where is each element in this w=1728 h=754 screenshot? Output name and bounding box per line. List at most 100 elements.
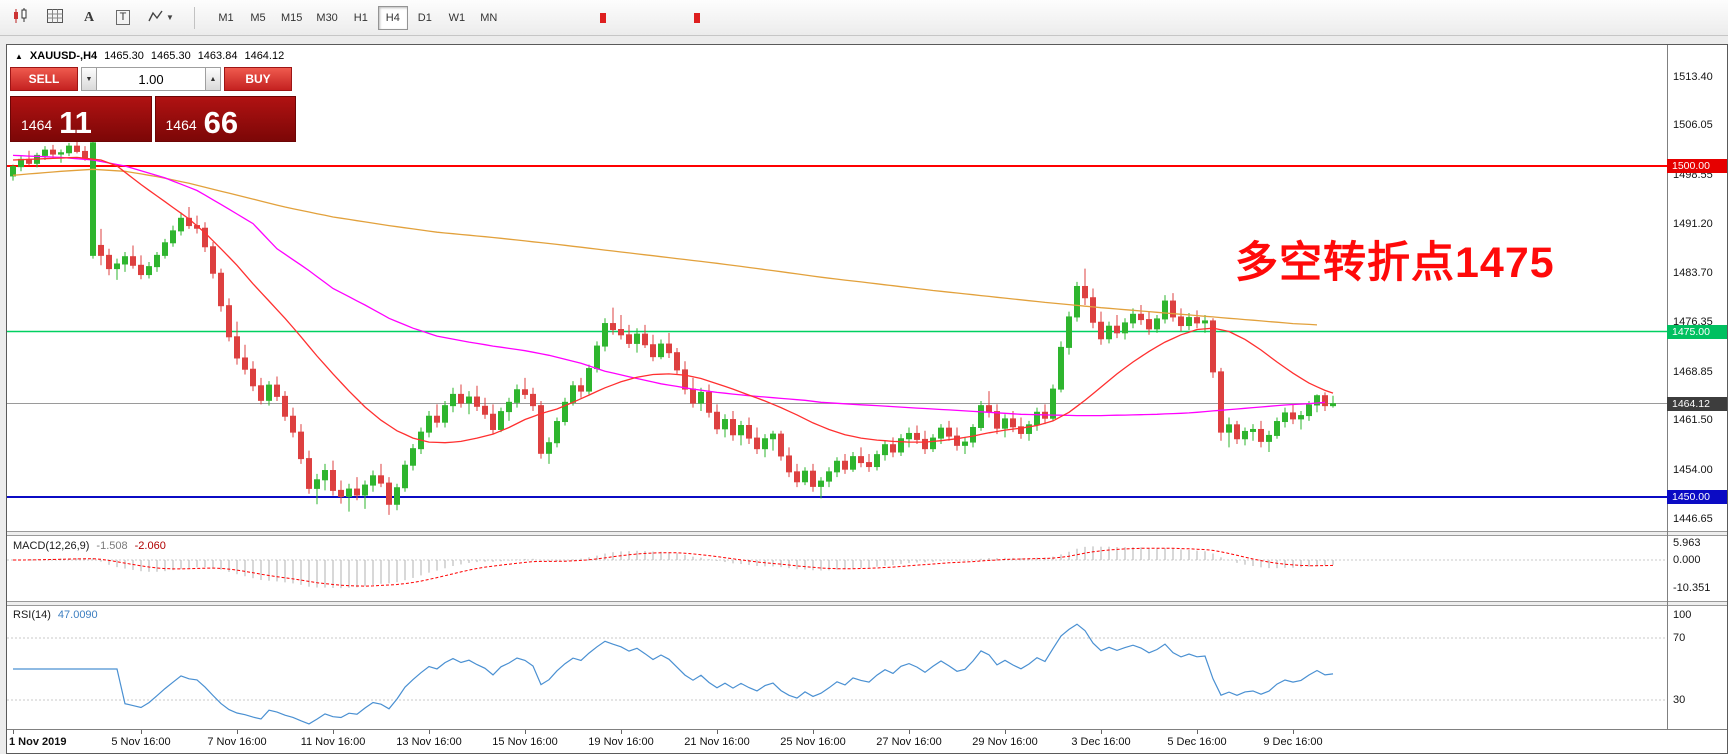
price-badge-1450.00: 1450.00 [1667,490,1727,504]
sell-price-prefix: 1464 [21,116,53,133]
toolbar-separator [194,6,195,29]
time-axis-label: 13 Nov 16:00 [396,736,462,748]
buy-button[interactable]: BUY [224,67,292,91]
chevron-down-icon: ▼ [166,13,174,22]
time-axis-label: 27 Nov 16:00 [876,736,942,748]
tf-button-m30[interactable]: M30 [310,6,343,30]
ohlc-low: 1463.84 [197,50,238,62]
symbol-header: ▲ XAUUSD-,H4 1465.30 1465.30 1463.84 146… [15,50,284,62]
tf-button-mn[interactable]: MN [474,6,504,30]
chevron-up-icon: ▲ [209,75,217,83]
time-axis-label: 3 Dec 16:00 [1071,736,1131,748]
rsi-axis-tick: 30 [1673,693,1686,706]
macd-label: MACD(12,26,9) -1.508 -2.060 [13,540,166,552]
tf-button-m5[interactable]: M5 [243,6,273,30]
rsi-title: RSI(14) [13,609,51,621]
pane-separator[interactable] [7,601,1727,606]
buy-price-prefix: 1464 [165,116,197,133]
ohlc-close: 1464.12 [244,50,285,62]
tf-button-w1[interactable]: W1 [442,6,472,30]
buy-quote-box[interactable]: 1464 66 [154,96,296,142]
ohlc-high: 1465.30 [150,50,191,62]
sell-quote-box[interactable]: 1464 11 [10,96,152,142]
tf-button-h4[interactable]: H4 [377,5,408,30]
sell-price-big: 11 [59,105,92,140]
price-axis-tick: 1468.85 [1673,365,1713,378]
time-axis-label: 1 Nov 2019 [9,736,67,748]
indicators-button[interactable] [40,5,70,31]
price-badge-1475.00: 1475.00 [1667,324,1727,339]
ohlc-open: 1465.30 [104,50,144,62]
red-marker-icon [600,13,606,23]
buy-price-big: 66 [203,105,239,140]
chart-type-button[interactable] [6,5,36,31]
macd-title: MACD(12,26,9) [13,540,90,552]
chart-annotation: 多空转折点1475 [1235,239,1555,287]
candles-layer [10,139,1336,515]
ma-fast-line [12,156,1334,444]
macd-signal-line [13,547,1334,587]
price-badge-1464.12: 1464.12 [1667,396,1727,411]
text-box-icon: T [115,10,131,25]
volume-down-button[interactable]: ▼ [81,67,97,91]
rsi-label: RSI(14) 47.0090 [13,609,98,621]
rsi-value: 47.0090 [57,609,98,621]
macd-pane[interactable] [7,546,1667,589]
chevron-down-icon: ▼ [85,75,93,83]
price-axis-tick: 1491.20 [1673,217,1713,230]
text-label-icon: A [83,9,95,25]
timeframe-group: M1 M5 M15 M30 H1 H4 D1 W1 MN [211,5,504,30]
macd-histogram [20,546,1334,589]
price-axis-tick: 1461.50 [1673,414,1713,427]
price-pane[interactable] [7,139,1667,515]
symbol-title: XAUUSD-,H4 [29,50,98,62]
rsi-line [13,623,1334,725]
tf-button-d1[interactable]: D1 [410,6,440,30]
macd-axis-tick: -10.351 [1673,582,1711,595]
rsi-pane[interactable] [7,623,1667,725]
time-axis-label: 29 Nov 16:00 [972,736,1038,748]
time-axis-label: 11 Nov 16:00 [300,736,366,748]
volume-input[interactable] [97,67,205,91]
time-axis-label: 21 Nov 16:00 [684,736,750,748]
price-axis-tick: 1506.05 [1673,119,1713,132]
rsi-axis-tick: 70 [1673,631,1686,644]
sell-button[interactable]: SELL [10,67,78,91]
tf-button-m15[interactable]: M15 [275,6,308,30]
toolbar: A T ▼ M1 M5 M15 M30 H1 H4 D1 W1 MN [0,0,1728,36]
one-click-trading-panel: SELL ▼ ▲ BUY 1464 11 1464 66 [10,67,296,142]
collapse-arrow-icon[interactable]: ▲ [15,52,23,61]
macd-value: -1.508 [96,540,128,552]
time-axis-label: 15 Nov 16:00 [492,736,558,748]
macd-axis-tick: 0.000 [1673,553,1701,566]
price-badge-1500.00: 1500.00 [1667,159,1727,173]
chart-window: ▲ XAUUSD-,H4 1465.30 1465.30 1463.84 146… [6,44,1728,754]
price-hlines-layer[interactable] [7,165,1667,498]
chart-type-icon [12,8,30,27]
tf-button-h1[interactable]: H1 [346,6,376,30]
time-axis-label: 5 Nov 16:00 [111,736,171,748]
chart-canvas[interactable] [7,45,1727,753]
price-axis-tick: 1483.70 [1673,267,1713,280]
price-axis-tick: 1513.40 [1673,70,1713,83]
time-axis-label: 7 Nov 16:00 [207,736,267,748]
drawing-tools-icon [148,9,164,26]
macd-axis-tick: 5.963 [1673,536,1701,549]
price-axis-tick: 1446.65 [1673,512,1713,525]
time-axis-label: 9 Dec 16:00 [1263,736,1323,748]
time-axis-label: 25 Nov 16:00 [780,736,846,748]
pane-separator[interactable] [7,531,1727,536]
time-axis-label: 5 Dec 16:00 [1167,736,1227,748]
macd-signal-value: -2.060 [134,540,166,552]
tf-button-m1[interactable]: M1 [211,6,241,30]
ma-mid-line [12,154,1326,417]
text-label-button[interactable]: A [74,5,104,31]
ma-slow-line [12,168,1318,326]
drawing-tools-button[interactable]: ▼ [142,5,180,31]
text-box-button[interactable]: T [108,5,138,31]
time-axis-label: 19 Nov 16:00 [588,736,654,748]
volume-up-button[interactable]: ▲ [205,67,221,91]
red-marker-icon [694,13,700,23]
price-axis-tick: 1454.00 [1673,464,1713,477]
rsi-axis-tick: 100 [1673,609,1692,621]
